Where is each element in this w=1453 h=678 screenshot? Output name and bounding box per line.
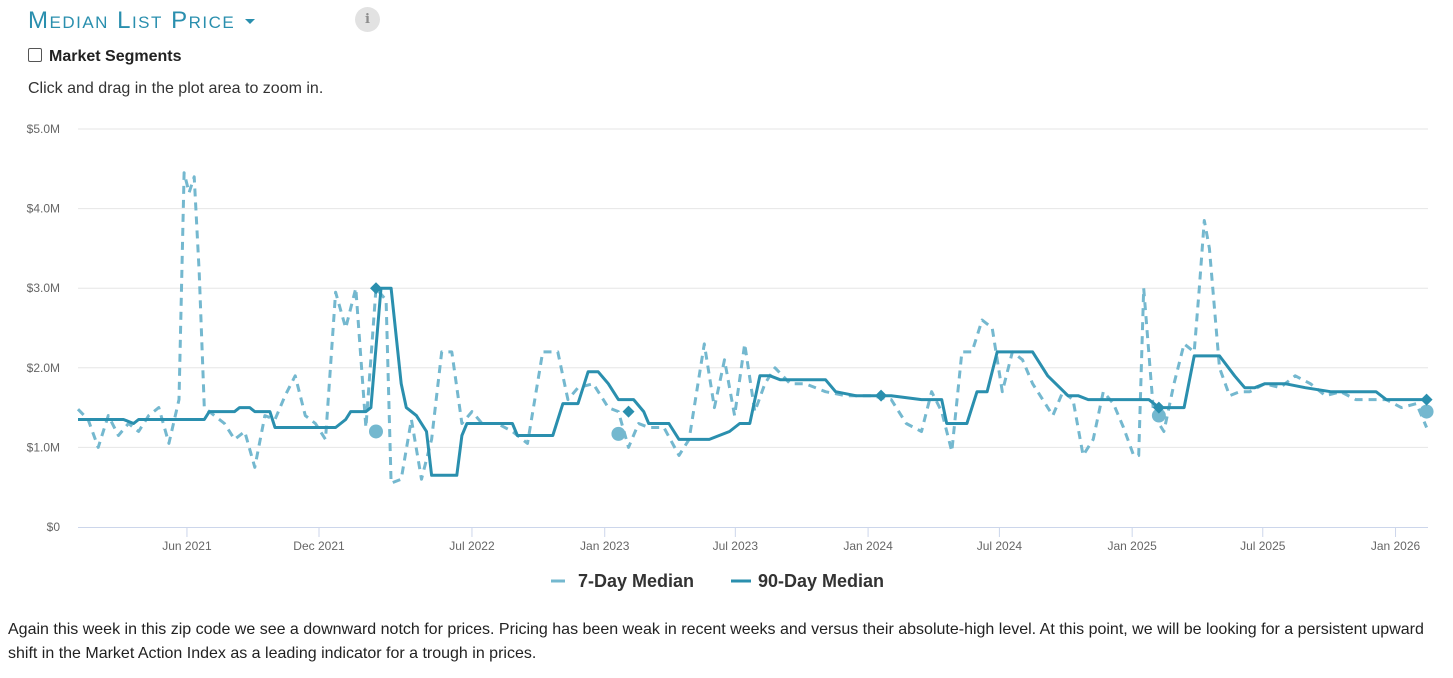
series-90day-point[interactable] (622, 405, 635, 418)
series-90day-point[interactable] (1420, 393, 1433, 406)
series-7day-line (76, 171, 1428, 485)
x-tick-label: Jul 2025 (1240, 539, 1286, 553)
series-90day-line (78, 286, 1427, 477)
series-7day-point[interactable] (1151, 408, 1166, 423)
x-tick-label: Jan 2023 (580, 539, 630, 553)
y-tick-label: $4.0M (27, 202, 60, 216)
x-tick-label: Jan 2025 (1107, 539, 1157, 553)
market-segments-label: Market Segments (49, 48, 182, 65)
y-tick-label: $5.0M (27, 122, 60, 136)
y-tick-label: $0 (47, 520, 61, 534)
x-tick-label: Jul 2023 (713, 539, 759, 553)
market-segments-toggle[interactable]: Market Segments (28, 48, 182, 66)
legend-7day-label[interactable]: 7-Day Median (578, 571, 694, 591)
market-commentary: Again this week in this zip code we see … (8, 621, 1424, 662)
series-7day-point[interactable] (368, 424, 383, 439)
series-7day-point[interactable] (611, 426, 626, 441)
legend-90day-label[interactable]: 90-Day Median (758, 571, 884, 591)
x-tick-label: Dec 2021 (293, 539, 345, 553)
series-7day-point[interactable] (1419, 404, 1434, 419)
chevron-down-icon[interactable] (245, 18, 256, 24)
chart-title-dropdown[interactable]: Median List Price (28, 7, 236, 34)
y-tick-label: $1.0M (27, 440, 60, 454)
y-tick-label: $3.0M (27, 281, 60, 295)
y-tick-label: $2.0M (27, 361, 60, 375)
market-segments-checkbox[interactable] (28, 48, 42, 62)
x-tick-label: Jul 2024 (977, 539, 1023, 553)
chart-header: Median List Price (28, 4, 256, 38)
series-90day-point[interactable] (875, 389, 888, 402)
x-tick-label: Jan 2024 (843, 539, 893, 553)
x-tick-label: Jun 2021 (162, 539, 212, 553)
zoom-hint: Click and drag in the plot area to zoom … (28, 80, 324, 97)
x-tick-label: Jul 2022 (449, 539, 495, 553)
series-90day-point[interactable] (369, 282, 382, 295)
info-icon[interactable]: i (355, 7, 380, 32)
x-tick-label: Jan 2026 (1371, 539, 1421, 553)
median-list-price-chart[interactable]: $0 $1.0M $2.0M $3.0M $4.0M $5.0M Jun 2021 Dec 2… (0, 110, 1453, 610)
series-90day-point[interactable] (1152, 401, 1165, 414)
